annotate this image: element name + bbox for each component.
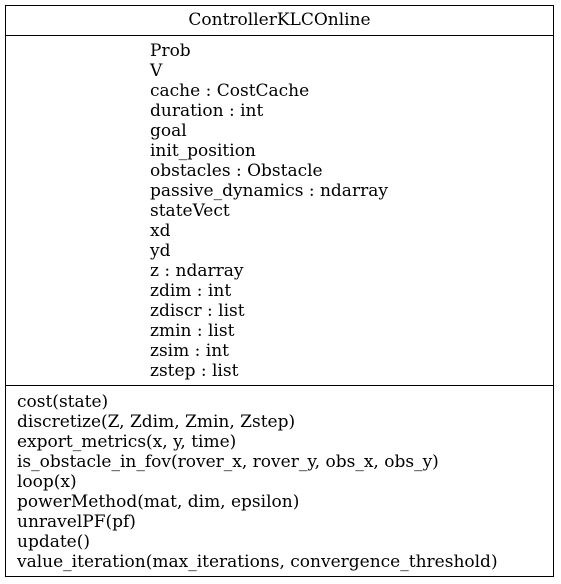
method-item: is_obstacle_in_fov(rover_x, rover_y, obs…	[17, 452, 439, 472]
attribute-item: zmin : list	[150, 321, 235, 341]
method-item: cost(state)	[17, 392, 109, 412]
attribute-item: zdim : int	[150, 281, 232, 301]
method-item: export_metrics(x, y, time)	[17, 432, 237, 452]
method-item: value_iteration(max_iterations, converge…	[17, 552, 498, 572]
method-item: loop(x)	[17, 472, 77, 492]
attribute-item: passive_dynamics : ndarray	[150, 181, 388, 201]
attribute-item: duration : int	[150, 101, 264, 121]
attribute-item: cache : CostCache	[150, 81, 310, 101]
attribute-item: goal	[150, 121, 187, 141]
attribute-item: obstacles : Obstacle	[150, 161, 323, 181]
method-item: update()	[17, 532, 91, 552]
attribute-item: zstep : list	[150, 361, 239, 381]
attribute-item: V	[150, 61, 163, 81]
class-name: ControllerKLCOnline	[6, 6, 553, 36]
method-item: powerMethod(mat, dim, epsilon)	[17, 492, 300, 512]
methods-compartment: cost(state) discretize(Z, Zdim, Zmin, Zst…	[6, 386, 553, 572]
attribute-item: stateVect	[150, 201, 230, 221]
attribute-item: xd	[150, 221, 171, 241]
attribute-item: zdiscr : list	[150, 301, 245, 321]
attribute-item: zsim : int	[150, 341, 229, 361]
method-list: cost(state) discretize(Z, Zdim, Zmin, Zst…	[17, 392, 553, 572]
attribute-item: yd	[150, 241, 171, 261]
method-item: discretize(Z, Zdim, Zmin, Zstep)	[17, 412, 296, 432]
attribute-item: Prob	[150, 41, 191, 61]
attribute-item: z : ndarray	[150, 261, 244, 281]
method-item: unravelPF(pf)	[17, 512, 136, 532]
attribute-item: init_position	[150, 141, 256, 161]
